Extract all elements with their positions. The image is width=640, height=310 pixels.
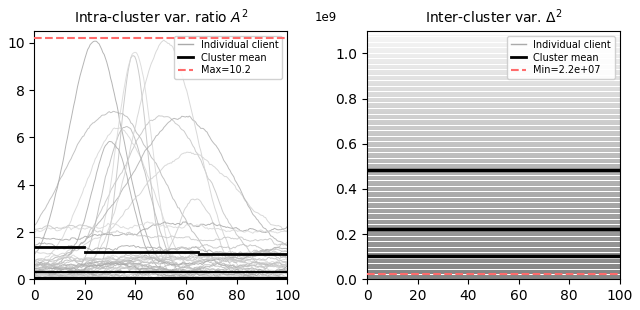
Text: 1e9: 1e9 bbox=[314, 11, 337, 24]
Title: Intra-cluster var. ratio $A^2$: Intra-cluster var. ratio $A^2$ bbox=[74, 7, 248, 25]
Title: Inter-cluster var. $\Delta^2$: Inter-cluster var. $\Delta^2$ bbox=[425, 7, 562, 25]
Legend: Individual client, Cluster mean, Min=2.2e+07: Individual client, Cluster mean, Min=2.2… bbox=[507, 36, 615, 79]
Legend: Individual client, Cluster mean, Max=10.2: Individual client, Cluster mean, Max=10.… bbox=[175, 36, 282, 79]
